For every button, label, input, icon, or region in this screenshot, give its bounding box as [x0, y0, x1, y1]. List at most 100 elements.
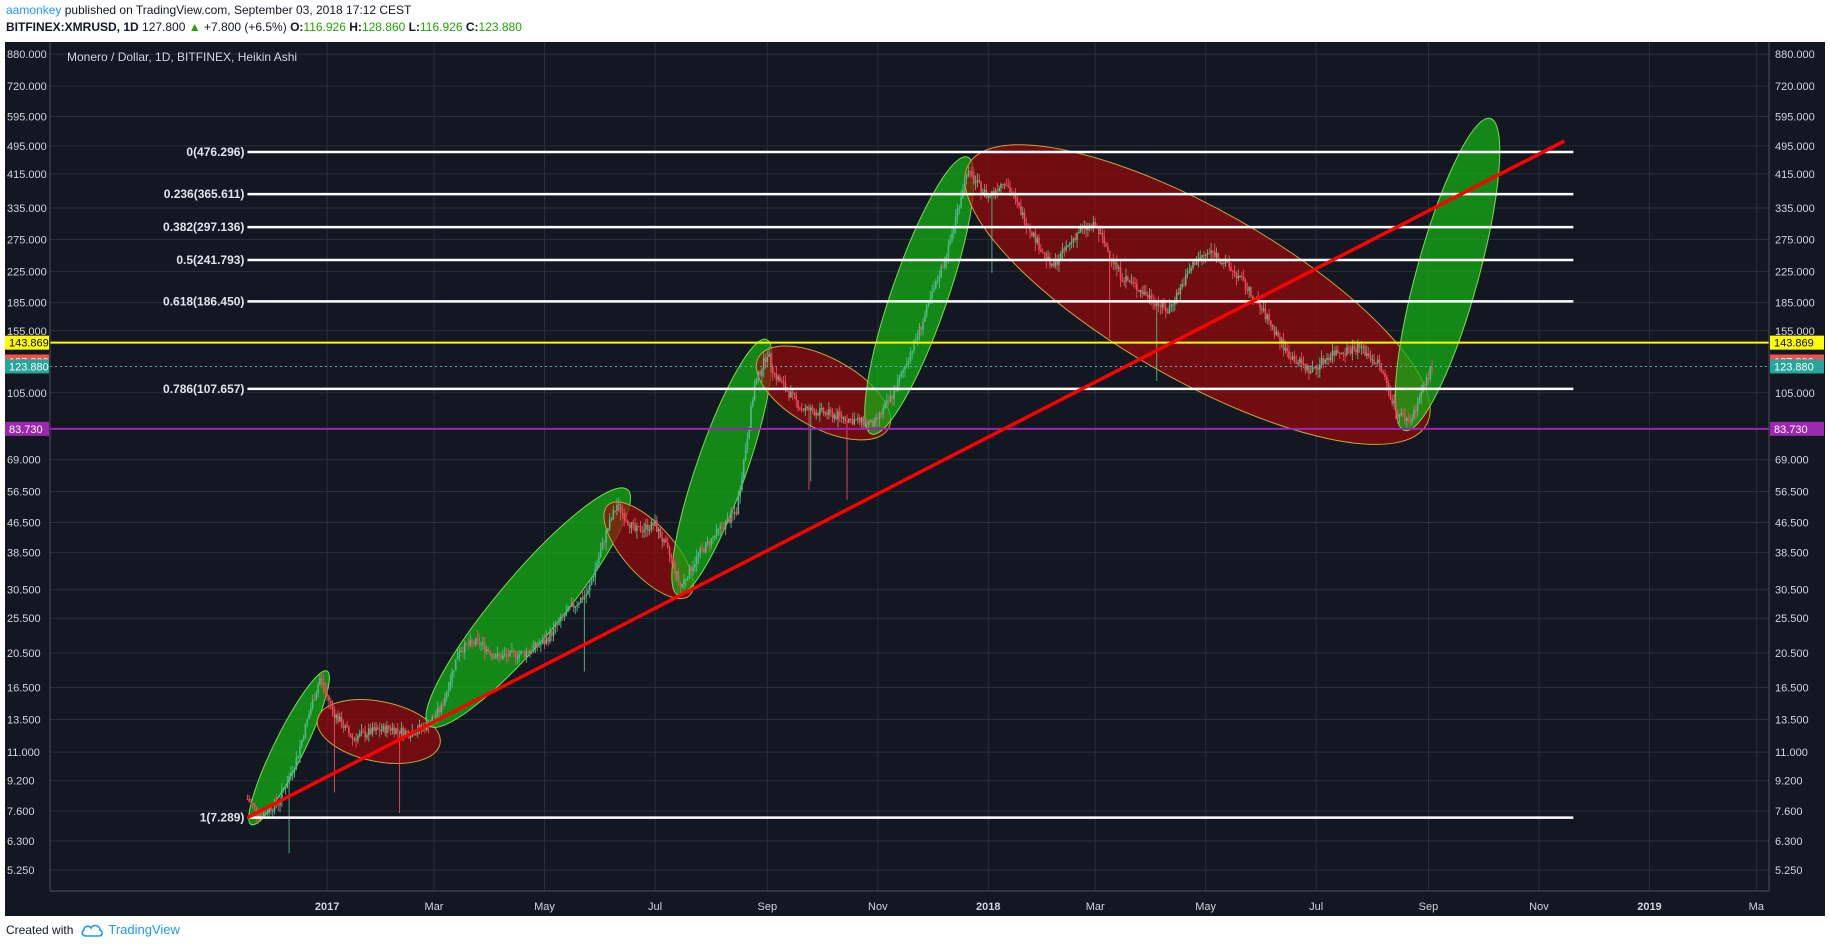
author-link[interactable]: aamonkey — [6, 3, 62, 17]
up-candle-body — [1079, 227, 1082, 233]
price-tick-right: 38.500 — [1775, 548, 1809, 560]
up-candle-body — [1376, 359, 1379, 363]
up-candle-body — [549, 631, 551, 642]
up-candle-body — [1003, 184, 1006, 186]
up-candle-body — [688, 566, 691, 579]
down-candle-body — [969, 170, 971, 173]
price-chart[interactable]: 0(476.296) 0.236(365.611) 0.382(297.136) 0.… — [5, 42, 1825, 916]
price-tick-left: 415.000 — [7, 169, 47, 181]
up-candle-body — [1362, 346, 1365, 348]
right-axis-bg[interactable] — [1769, 42, 1825, 916]
up-candle-body — [757, 371, 760, 379]
down-candle-body — [831, 411, 834, 419]
time-axis[interactable]: 2017 Mar May Jul Sep Nov 2018 Mar May Jul Sep Nov 20… — [315, 901, 1765, 913]
high-value: 128.860 — [361, 20, 406, 34]
down-candle-body — [1025, 223, 1028, 227]
up-candle-body — [1224, 260, 1227, 264]
up-candle-body — [922, 321, 924, 330]
trendline[interactable] — [246, 139, 1566, 820]
price-tick-right: 25.500 — [1775, 613, 1809, 625]
up-candle-body — [1070, 241, 1073, 243]
up-candle-body — [585, 594, 587, 596]
up-candle-body — [719, 526, 722, 529]
tradingview-logo[interactable]: TradingView — [81, 922, 180, 937]
down-candle-body — [1402, 413, 1404, 415]
up-candle-body — [1181, 284, 1183, 288]
up-candle-body — [741, 477, 743, 491]
up-candle-body — [918, 326, 921, 337]
up-candle-body — [509, 650, 511, 657]
down-candle-body — [1146, 295, 1149, 298]
price-tick-right: 46.500 — [1775, 518, 1809, 530]
up-candle-body — [1324, 359, 1327, 364]
up-candle-body — [395, 728, 397, 734]
down-candle-body — [500, 655, 502, 659]
up-candle-body — [545, 637, 548, 644]
up-candle-body — [560, 616, 562, 622]
down-candle-body — [402, 727, 405, 737]
up-candle-body — [1309, 371, 1312, 374]
down-candle-body — [329, 700, 332, 704]
down-candle-body — [377, 727, 379, 730]
down-candle-body — [1208, 253, 1211, 255]
down-candle-body — [498, 653, 501, 656]
up-candle-body — [319, 677, 321, 685]
up-candle-body — [317, 684, 319, 694]
up-candle-body — [375, 727, 377, 731]
down-candle-body — [1016, 198, 1019, 203]
up-candle-body — [1130, 281, 1133, 283]
chart-title: Monero / Dollar, 1D, BITFINEX, Heikin As… — [67, 50, 297, 64]
up-candle-body — [726, 518, 729, 521]
up-candle-body — [382, 725, 385, 731]
down-candle-body — [619, 504, 622, 513]
down-candle-body — [253, 804, 256, 807]
down-candle-body — [1119, 267, 1122, 280]
up-candle-body — [1360, 347, 1363, 349]
down-candle-body — [652, 521, 654, 526]
down-candle-body — [483, 642, 486, 652]
up-candle-body — [290, 772, 292, 777]
down-candle-body — [536, 642, 539, 647]
price-tick-right: 155.000 — [1775, 326, 1815, 338]
price-axis[interactable]: 880.000 880.000 720.000 720.000 595.000 595.0… — [7, 49, 1815, 877]
up-candle-body — [525, 651, 528, 657]
price-tick-right: 225.000 — [1775, 266, 1815, 278]
down-candle-body — [1094, 221, 1096, 227]
down-candle-body — [779, 376, 781, 382]
up-candle-body — [648, 529, 651, 531]
chart-header: aamonkey published on TradingView.com, S… — [6, 2, 522, 36]
up-candle-body — [777, 376, 779, 380]
low-value: 116.926 — [420, 20, 463, 34]
down-candle-body — [324, 687, 327, 692]
up-candle-body — [569, 606, 571, 608]
up-candle-body — [436, 708, 439, 716]
up-candle-body — [867, 422, 870, 425]
down-candle-body — [1213, 250, 1216, 258]
down-candle-body — [980, 181, 982, 193]
up-candle-body — [933, 288, 935, 292]
up-candle-body — [1175, 292, 1178, 303]
down-candle-body — [1396, 412, 1399, 417]
up-candle-body — [1411, 418, 1413, 422]
down-candle-body — [877, 417, 879, 419]
up-candle-body — [456, 657, 459, 660]
up-candle-body — [717, 528, 720, 530]
down-candle-body — [1385, 377, 1388, 384]
down-candle-body — [1007, 185, 1010, 187]
down-candle-body — [248, 799, 251, 802]
down-candle-body — [1029, 227, 1031, 232]
fib-level-label: 0(476.296) — [186, 145, 244, 159]
up-candle-body — [453, 670, 455, 672]
ohlc-line: BITFINEX:XMRUSD, 1D 127.800 ▲ +7.800 (+6… — [6, 19, 522, 36]
up-candle-body — [848, 418, 850, 423]
up-candle-body — [1170, 304, 1173, 307]
down-candle-body — [398, 730, 401, 734]
price-tick-right: 7.600 — [1775, 806, 1803, 818]
up-candle-body — [1429, 366, 1432, 380]
down-candle-body — [1235, 273, 1238, 279]
trend-line[interactable] — [246, 139, 1566, 820]
up-candle-body — [266, 812, 269, 814]
up-candle-body — [262, 812, 265, 818]
down-candle-body — [659, 528, 662, 538]
left-axis-bg[interactable] — [5, 42, 50, 916]
